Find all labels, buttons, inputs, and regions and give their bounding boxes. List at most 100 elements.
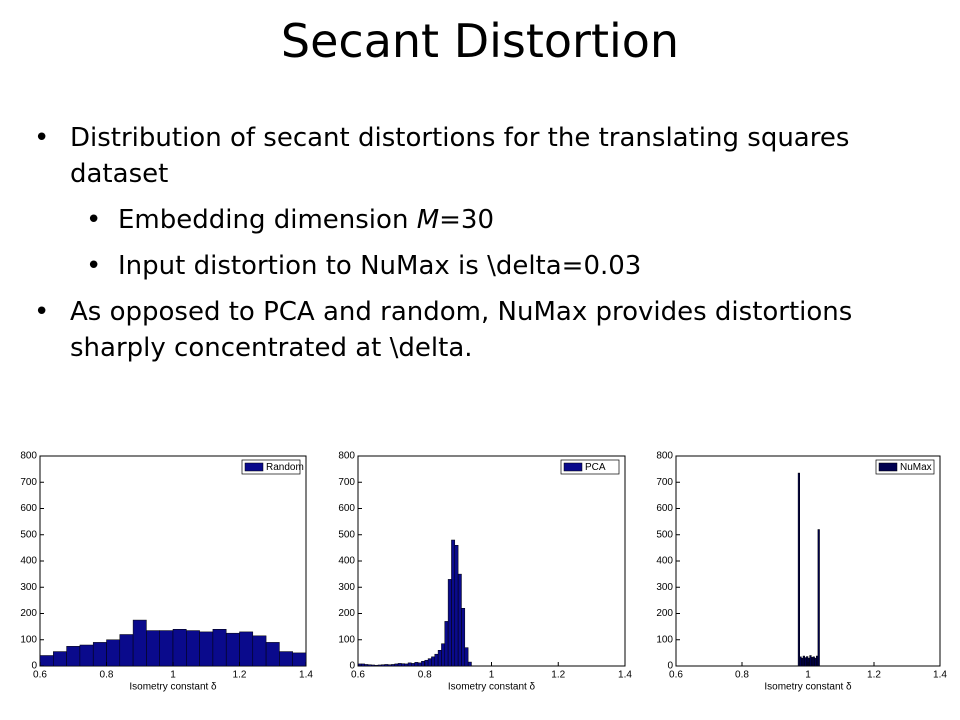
y-tick-label: 700 xyxy=(338,477,355,488)
bar xyxy=(225,632,240,667)
x-tick-label: 0.6 xyxy=(669,670,683,681)
bullet: As opposed to PCA and random, NuMax prov… xyxy=(34,294,924,366)
y-tick-label: 500 xyxy=(20,529,37,540)
x-tick-label: 1.2 xyxy=(551,670,565,681)
y-tick-label: 600 xyxy=(656,503,673,514)
legend-swatch xyxy=(244,462,264,472)
x-tick-label: 0.8 xyxy=(418,670,432,681)
y-tick-label: 0 xyxy=(667,661,673,672)
bar xyxy=(397,663,402,667)
bar xyxy=(292,652,307,667)
y-tick-label: 500 xyxy=(656,529,673,540)
text-run: M xyxy=(416,205,440,235)
bar xyxy=(79,644,94,667)
bar xyxy=(461,608,466,667)
bar xyxy=(265,642,280,667)
bar xyxy=(384,664,389,667)
y-tick-label: 100 xyxy=(338,634,355,645)
bar xyxy=(172,629,187,667)
bar xyxy=(106,639,121,667)
y-tick-label: 400 xyxy=(656,556,673,567)
sub-bullet: Embedding dimension M=30 xyxy=(34,202,924,238)
bar xyxy=(159,630,174,667)
bar xyxy=(39,655,54,667)
y-tick-label: 300 xyxy=(338,582,355,593)
text-run: Embedding dimension xyxy=(118,205,417,235)
x-tick-label: 1.2 xyxy=(867,670,881,681)
y-tick-label: 600 xyxy=(338,503,355,514)
bullet: Distribution of secant distortions for t… xyxy=(34,120,924,192)
bar xyxy=(437,650,442,667)
legend-swatch xyxy=(878,462,898,472)
text-run: Input distortion to NuMax is \delta=0.03 xyxy=(118,251,642,281)
bar xyxy=(146,630,160,667)
bar xyxy=(421,661,426,667)
bar xyxy=(407,662,412,667)
x-tick-label: 1.4 xyxy=(299,670,313,681)
x-tick-label: 0.6 xyxy=(33,670,47,681)
x-tick-label: 1 xyxy=(805,670,811,681)
bar xyxy=(797,472,800,667)
bar xyxy=(364,664,369,667)
bar xyxy=(186,630,200,667)
y-tick-label: 800 xyxy=(338,451,355,462)
bar xyxy=(66,646,81,667)
bar xyxy=(817,529,820,667)
y-tick-label: 0 xyxy=(349,661,355,672)
bar xyxy=(377,664,382,667)
y-tick-label: 800 xyxy=(656,451,673,462)
bar xyxy=(199,631,214,667)
bar xyxy=(447,579,452,667)
y-tick-label: 100 xyxy=(656,634,673,645)
bar xyxy=(427,658,432,667)
x-tick-label: 0.8 xyxy=(735,670,749,681)
bar xyxy=(132,619,147,667)
plot-area xyxy=(675,455,941,667)
bar xyxy=(434,653,439,667)
y-tick-label: 300 xyxy=(20,582,37,593)
y-tick-label: 700 xyxy=(656,477,673,488)
bar xyxy=(454,545,459,667)
bullet-list: Distribution of secant distortions for t… xyxy=(34,120,924,374)
y-tick-label: 200 xyxy=(20,608,37,619)
x-tick-label: 1.2 xyxy=(233,670,247,681)
legend-swatch xyxy=(563,462,583,472)
bar xyxy=(394,663,399,667)
bar xyxy=(414,662,419,667)
bar xyxy=(119,634,134,667)
x-axis-label: Isometry constant δ xyxy=(129,682,217,693)
y-tick-label: 500 xyxy=(338,529,355,540)
x-axis-label: Isometry constant δ xyxy=(448,682,536,693)
bar xyxy=(212,629,227,667)
slide-title: Secant Distortion xyxy=(280,14,680,68)
x-tick-label: 1 xyxy=(489,670,495,681)
bar xyxy=(404,663,409,667)
legend-label: PCA xyxy=(585,462,606,473)
bar xyxy=(417,662,422,667)
bar xyxy=(371,664,375,667)
bar xyxy=(279,651,293,667)
y-tick-label: 100 xyxy=(20,634,37,645)
bar xyxy=(411,663,415,667)
bar xyxy=(464,647,469,667)
x-tick-label: 0.8 xyxy=(100,670,114,681)
y-tick-label: 300 xyxy=(656,582,673,593)
bar xyxy=(92,642,107,667)
bar xyxy=(457,573,462,667)
y-tick-label: 200 xyxy=(656,608,673,619)
bar xyxy=(53,651,67,667)
bar xyxy=(381,664,385,667)
y-tick-label: 0 xyxy=(31,661,37,672)
bar xyxy=(424,659,429,667)
legend-label: NuMax xyxy=(900,462,932,473)
bar xyxy=(252,635,267,667)
x-tick-label: 1.4 xyxy=(933,670,947,681)
x-axis-label: Isometry constant δ xyxy=(764,682,852,693)
bar xyxy=(444,621,449,667)
x-tick-label: 0.6 xyxy=(351,670,365,681)
bar xyxy=(441,643,446,667)
y-tick-label: 700 xyxy=(20,477,37,488)
y-tick-label: 400 xyxy=(338,556,355,567)
